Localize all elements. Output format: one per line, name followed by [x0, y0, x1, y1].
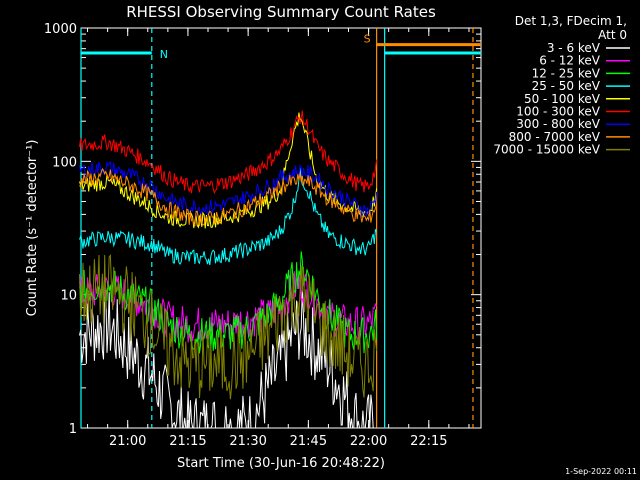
- series-line-3: [79, 167, 378, 266]
- legend-label-6: 300 - 800 keV: [516, 117, 600, 131]
- series-line-0: [79, 289, 377, 429]
- y-axis-label: Count Rate (s⁻¹ detector⁻¹): [25, 140, 40, 317]
- legend-label-7: 800 - 7000 keV: [509, 130, 601, 144]
- x-tick-label: 22:15: [410, 434, 447, 449]
- legend-label-2: 12 - 25 keV: [532, 66, 601, 80]
- y-tick-label: 1000: [44, 22, 77, 37]
- series-line-8: [79, 253, 378, 400]
- legend-label-4: 50 - 100 keV: [524, 92, 601, 106]
- legend-label-3: 25 - 50 keV: [532, 79, 601, 93]
- legend-label-1: 6 - 12 keV: [539, 54, 601, 68]
- x-tick-label: 22:00: [350, 434, 387, 449]
- legend-header-line1: Det 1,3, FDecim 1,: [515, 14, 627, 28]
- legend-label-0: 3 - 6 keV: [547, 41, 601, 55]
- footer-timestamp: 1-Sep-2022 00:11: [565, 467, 637, 476]
- series-line-4: [79, 112, 378, 229]
- x-tick-label: 21:15: [169, 434, 206, 449]
- y-tick-label: 10: [60, 289, 77, 304]
- x-tick-label: 21:45: [290, 434, 327, 449]
- x-axis-label: Start Time (30-Jun-16 20:48:22): [177, 456, 385, 471]
- legend-header-line2: Att 0: [598, 28, 627, 42]
- x-tick-label: 21:00: [109, 434, 146, 449]
- legend-label-8: 7000 - 15000 keV: [493, 143, 600, 157]
- series-line-5: [79, 110, 378, 195]
- chart-title: RHESSI Observing Summary Count Rates: [126, 3, 436, 21]
- y-tick-label: 100: [52, 155, 77, 170]
- marker-label-N: N: [160, 48, 168, 61]
- marker-label-S: S: [364, 33, 371, 46]
- x-tick-label: 21:30: [229, 434, 266, 449]
- legend-label-5: 100 - 300 keV: [516, 105, 600, 119]
- series-line-7: [79, 168, 378, 227]
- y-tick-label: 1: [69, 422, 77, 437]
- series-line-6: [79, 160, 378, 219]
